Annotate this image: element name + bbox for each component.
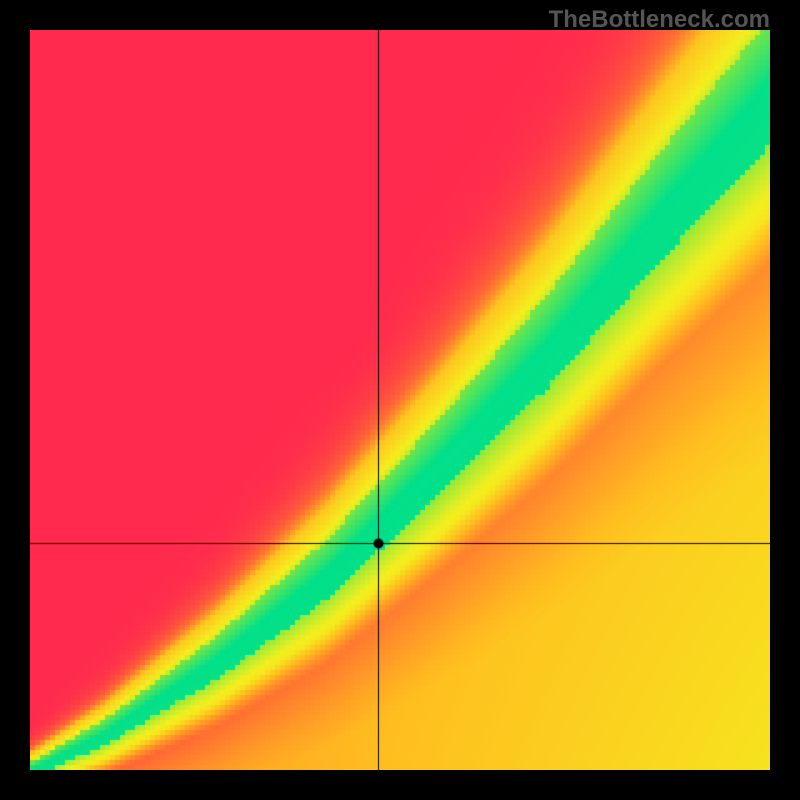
chart-container: TheBottleneck.com [0,0,800,800]
bottleneck-heatmap [30,30,770,770]
watermark-text: TheBottleneck.com [549,6,770,34]
